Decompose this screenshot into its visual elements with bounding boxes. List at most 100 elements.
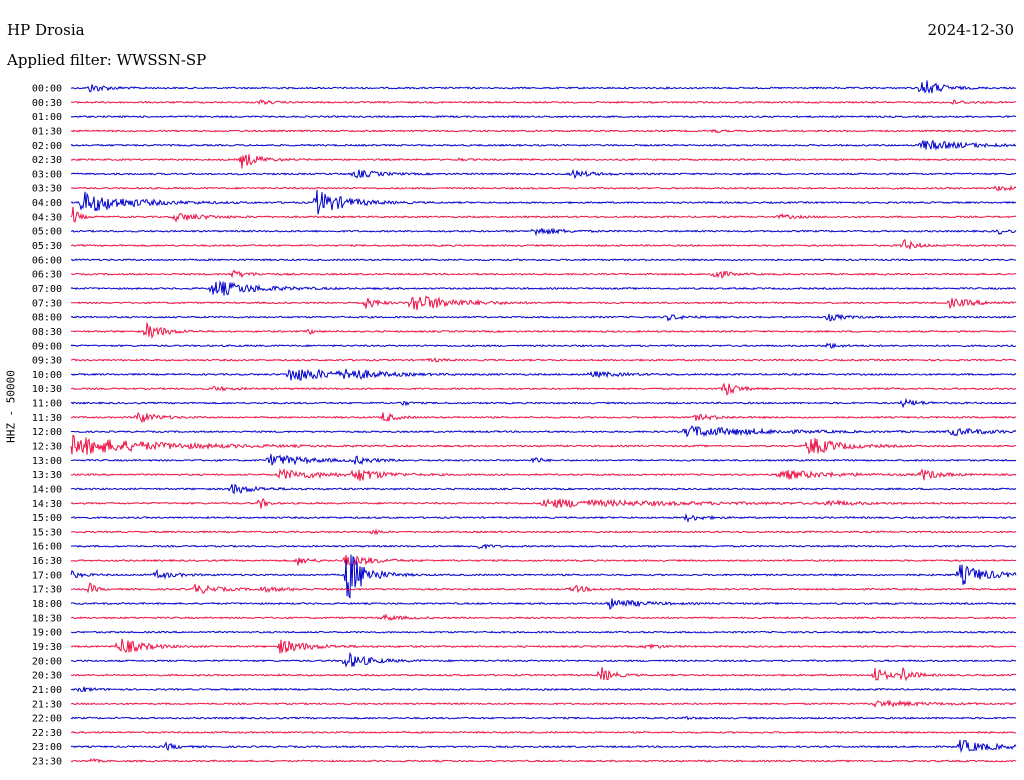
- time-label: 01:30: [32, 126, 62, 137]
- trace-line: [70, 613, 1017, 622]
- time-label: 13:30: [32, 470, 62, 481]
- trace-line: [70, 497, 1017, 509]
- time-label: 23:00: [32, 742, 62, 753]
- time-label: 15:00: [32, 513, 62, 524]
- trace-line: [70, 189, 1017, 215]
- time-label: 19:00: [32, 628, 62, 639]
- time-label: 10:00: [32, 370, 62, 381]
- trace-line: [70, 598, 1017, 610]
- record-date: 2024-12-30: [927, 21, 1014, 39]
- time-label: 17:30: [32, 585, 62, 596]
- time-label: 22:00: [32, 714, 62, 725]
- trace-line: [70, 99, 1016, 106]
- trace-line: [70, 168, 1017, 180]
- time-label: 04:30: [32, 212, 62, 223]
- time-label: 11:00: [32, 399, 62, 410]
- time-label: 14:00: [32, 484, 62, 495]
- trace-line: [70, 154, 1017, 169]
- trace-line: [70, 454, 1017, 466]
- trace-line: [70, 468, 1017, 481]
- time-label: 10:30: [32, 384, 62, 395]
- time-label: 01:00: [32, 112, 62, 123]
- trace-line: [70, 128, 1017, 134]
- trace-line: [71, 630, 1017, 634]
- time-label: 23:30: [32, 757, 62, 768]
- time-label: 08:00: [32, 313, 62, 324]
- time-label: 14:30: [32, 499, 62, 510]
- time-label: 05:00: [32, 227, 62, 238]
- time-label: 02:00: [32, 141, 62, 152]
- trace-line: [70, 258, 1017, 262]
- trace-line: [70, 115, 1017, 119]
- trace-line: [70, 382, 1017, 396]
- trace-line: [70, 269, 1017, 279]
- trace-line: [70, 357, 1017, 363]
- time-label: 12:30: [32, 442, 62, 453]
- time-label: 22:30: [32, 728, 62, 739]
- time-label: 02:30: [32, 155, 62, 166]
- time-label: 00:00: [32, 84, 62, 95]
- trace-line: [70, 342, 1017, 349]
- trace-line: [70, 368, 1017, 381]
- trace-line: [70, 313, 1017, 322]
- time-label: 03:30: [32, 184, 62, 195]
- trace-line: [70, 686, 1017, 693]
- trace-line: [70, 582, 1017, 594]
- trace-line: [70, 555, 1017, 567]
- time-label: 18:30: [32, 613, 62, 624]
- time-label: 17:00: [32, 570, 62, 581]
- time-label: 18:00: [32, 599, 62, 610]
- trace-line: [70, 513, 1017, 523]
- trace-line: [70, 667, 1017, 682]
- trace-line: [71, 238, 1017, 250]
- trace-line: [70, 425, 1017, 438]
- trace-line: [70, 730, 1017, 735]
- trace-line: [70, 184, 1017, 192]
- trace-line: [70, 397, 1017, 409]
- time-label: 06:00: [32, 255, 62, 266]
- time-label: 21:30: [32, 699, 62, 710]
- time-label: 16:30: [32, 556, 62, 567]
- trace-line: [70, 554, 1017, 599]
- time-label: 06:30: [32, 270, 62, 281]
- trace-line: [70, 543, 1017, 551]
- trace-line: [70, 295, 1017, 311]
- time-label: 07:00: [32, 284, 62, 295]
- time-label: 11:30: [32, 413, 62, 424]
- time-label: 20:00: [32, 656, 62, 667]
- trace-line: [70, 322, 1016, 339]
- trace-line: [70, 716, 1017, 721]
- trace-line: [70, 80, 1017, 94]
- station-title: HP Drosia: [7, 21, 85, 39]
- trace-line: [70, 638, 1017, 654]
- trace-line: [70, 227, 1017, 237]
- time-label: 03:00: [32, 169, 62, 180]
- time-label: 13:00: [32, 456, 62, 467]
- time-label: 07:30: [32, 298, 62, 309]
- trace-line: [70, 206, 1017, 223]
- trace-line: [70, 483, 1017, 495]
- trace-line: [70, 757, 1017, 764]
- time-label: 09:30: [32, 356, 62, 367]
- time-label: 19:30: [32, 642, 62, 653]
- trace-line: [71, 528, 1017, 536]
- time-label: 04:00: [32, 198, 62, 209]
- time-label: 21:00: [32, 685, 62, 696]
- time-label: 05:30: [32, 241, 62, 252]
- trace-line: [70, 139, 1017, 151]
- time-label: 09:00: [32, 341, 62, 352]
- filter-label: Applied filter: WWSSN-SP: [7, 51, 207, 69]
- trace-line: [70, 411, 1017, 424]
- time-label: 20:30: [32, 671, 62, 682]
- time-label: 15:30: [32, 527, 62, 538]
- time-label: 08:30: [32, 327, 62, 338]
- trace-line: [70, 699, 1016, 709]
- trace-line: [70, 434, 1017, 455]
- time-label: 12:00: [32, 427, 62, 438]
- trace-line: [70, 280, 1017, 296]
- trace-line: [70, 739, 1017, 754]
- time-label: 16:00: [32, 542, 62, 553]
- time-label: 00:30: [32, 98, 62, 109]
- trace-line: [70, 651, 1017, 668]
